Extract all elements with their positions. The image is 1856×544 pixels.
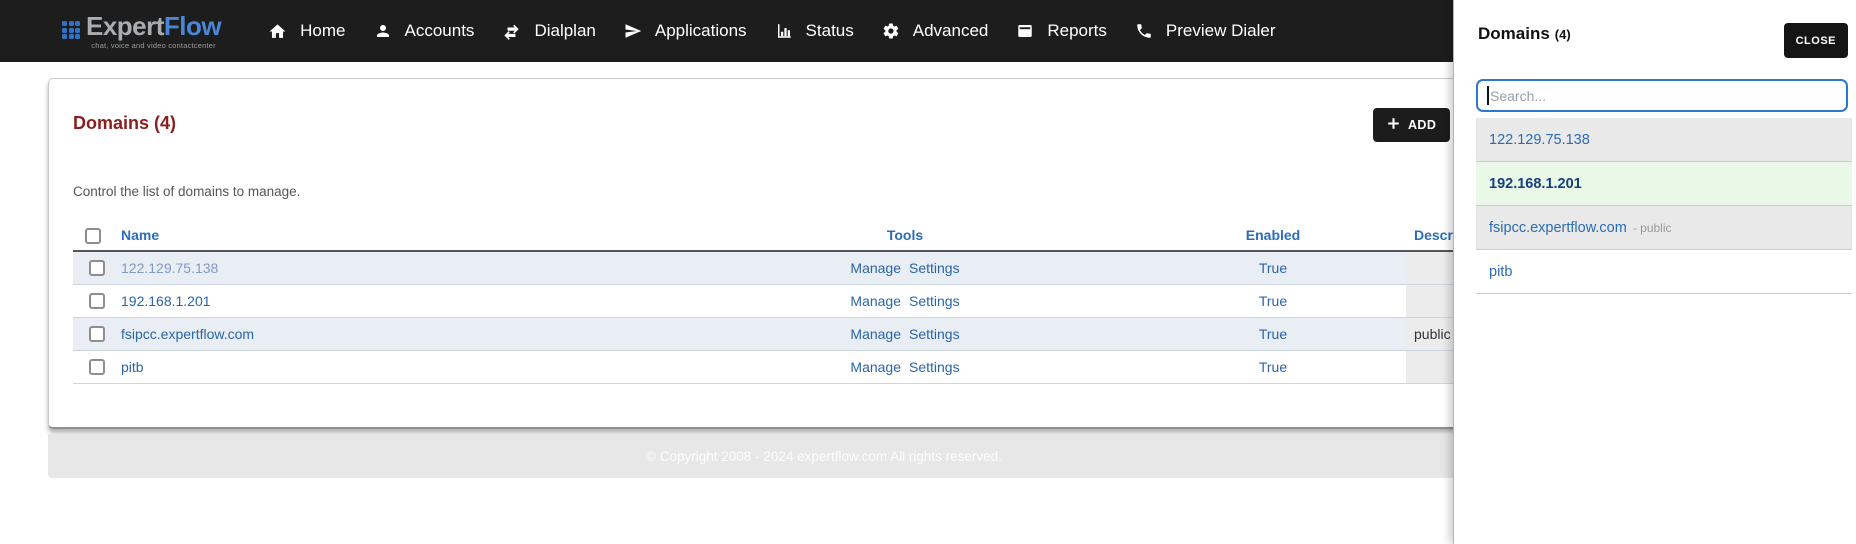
sidebar-count: (4) xyxy=(1554,27,1571,42)
nav-item-preview-dialer[interactable]: Preview Dialer xyxy=(1135,21,1276,41)
nav-item-dialplan[interactable]: Dialplan xyxy=(502,21,596,41)
add-button-label: ADD xyxy=(1408,118,1437,132)
swap-arrows-icon xyxy=(502,22,521,41)
close-button[interactable]: CLOSE xyxy=(1783,23,1848,58)
enabled-value: True xyxy=(1258,292,1288,309)
gear-icon xyxy=(882,22,900,40)
nav-item-label: Accounts xyxy=(404,21,475,40)
page-title: Domains (4) xyxy=(73,113,177,133)
journal-icon xyxy=(1016,22,1034,40)
settings-link[interactable]: Settings xyxy=(909,259,960,276)
list-item-selected[interactable]: 192.168.1.201 xyxy=(1476,162,1852,206)
settings-link[interactable]: Settings xyxy=(909,292,960,309)
manage-link[interactable]: Manage xyxy=(850,259,901,276)
domain-name-link[interactable]: fsipcc.expertflow.com xyxy=(121,325,255,342)
manage-link[interactable]: Manage xyxy=(850,358,901,375)
enabled-value: True xyxy=(1258,358,1288,375)
search-input[interactable] xyxy=(1476,79,1848,112)
nav-item-status[interactable]: Status xyxy=(775,21,854,41)
brand-name-primary: Expert xyxy=(86,10,164,41)
settings-link[interactable]: Settings xyxy=(909,358,960,375)
nav-item-label: Advanced xyxy=(912,21,989,40)
brand-logo[interactable]: ExpertFlow chat, voice and video contact… xyxy=(0,10,222,50)
list-item-label: 192.168.1.201 xyxy=(1489,175,1582,192)
sidebar-title-text: Domains xyxy=(1478,24,1550,43)
nav-item-reports[interactable]: Reports xyxy=(1016,21,1107,41)
sidebar-title: Domains (4) xyxy=(1478,24,1571,44)
row-checkbox[interactable] xyxy=(89,260,105,277)
grid-logo-icon xyxy=(62,21,80,41)
paper-plane-icon xyxy=(624,22,642,40)
domain-name-link[interactable]: 192.168.1.201 xyxy=(121,292,211,309)
nav-item-advanced[interactable]: Advanced xyxy=(882,21,989,41)
sidebar-domain-list: 122.129.75.138 192.168.1.201 fsipcc.expe… xyxy=(1476,118,1852,294)
nav-item-applications[interactable]: Applications xyxy=(624,21,747,41)
column-header-enabled[interactable]: Enabled xyxy=(1245,227,1301,243)
nav-item-accounts[interactable]: Accounts xyxy=(374,21,475,41)
home-icon xyxy=(268,22,287,41)
list-item[interactable]: fsipcc.expertflow.com - public xyxy=(1476,206,1852,250)
enabled-value: True xyxy=(1258,325,1288,342)
nav-item-label: Home xyxy=(300,21,346,40)
column-header-name[interactable]: Name xyxy=(121,227,160,243)
nav-item-home[interactable]: Home xyxy=(268,21,346,41)
bar-chart-icon xyxy=(775,22,793,40)
list-item-label: fsipcc.expertflow.com xyxy=(1489,219,1627,236)
list-item[interactable]: pitb xyxy=(1476,250,1852,294)
list-item[interactable]: 122.129.75.138 xyxy=(1476,118,1852,162)
row-checkbox[interactable] xyxy=(89,359,105,376)
sidebar-search xyxy=(1476,79,1848,112)
brand-text: ExpertFlow chat, voice and video contact… xyxy=(86,10,222,50)
nav-item-label: Dialplan xyxy=(534,21,596,40)
list-item-label: 122.129.75.138 xyxy=(1489,131,1590,148)
select-all-checkbox[interactable] xyxy=(85,227,101,244)
brand-tagline: chat, voice and video contactcenter xyxy=(91,40,216,50)
text-caret xyxy=(1487,86,1489,105)
list-item-label: pitb xyxy=(1489,263,1513,280)
plus-icon xyxy=(1387,117,1400,133)
copyright-text: © Copyright 2008 - 2024 expertflow.com A… xyxy=(646,449,1002,464)
manage-link[interactable]: Manage xyxy=(850,292,901,309)
domains-sidebar-panel: Domains (4) CLOSE 122.129.75.138 192.168.… xyxy=(1453,0,1856,544)
enabled-value: True xyxy=(1258,259,1288,276)
nav-item-label: Reports xyxy=(1047,21,1107,40)
column-header-tools: Tools xyxy=(886,227,924,243)
brand-name-secondary: Flow xyxy=(163,10,222,41)
nav-item-label: Applications xyxy=(654,21,747,40)
row-checkbox[interactable] xyxy=(89,293,105,310)
nav-item-label: Preview Dialer xyxy=(1165,21,1276,40)
page-subtitle: Control the list of domains to manage. xyxy=(73,184,301,199)
row-checkbox[interactable] xyxy=(89,326,105,343)
domain-name-link[interactable]: pitb xyxy=(121,358,144,375)
settings-link[interactable]: Settings xyxy=(909,325,960,342)
phone-icon xyxy=(1135,22,1153,40)
add-button[interactable]: ADD xyxy=(1373,108,1451,142)
domain-name-link[interactable]: 122.129.75.138 xyxy=(121,259,219,276)
user-icon xyxy=(374,22,392,40)
nav-item-label: Status xyxy=(805,21,854,40)
nav-menu: Home Accounts Dialplan Applications Stat… xyxy=(268,21,1276,41)
manage-link[interactable]: Manage xyxy=(850,325,901,342)
list-item-note: - public xyxy=(1632,220,1672,235)
